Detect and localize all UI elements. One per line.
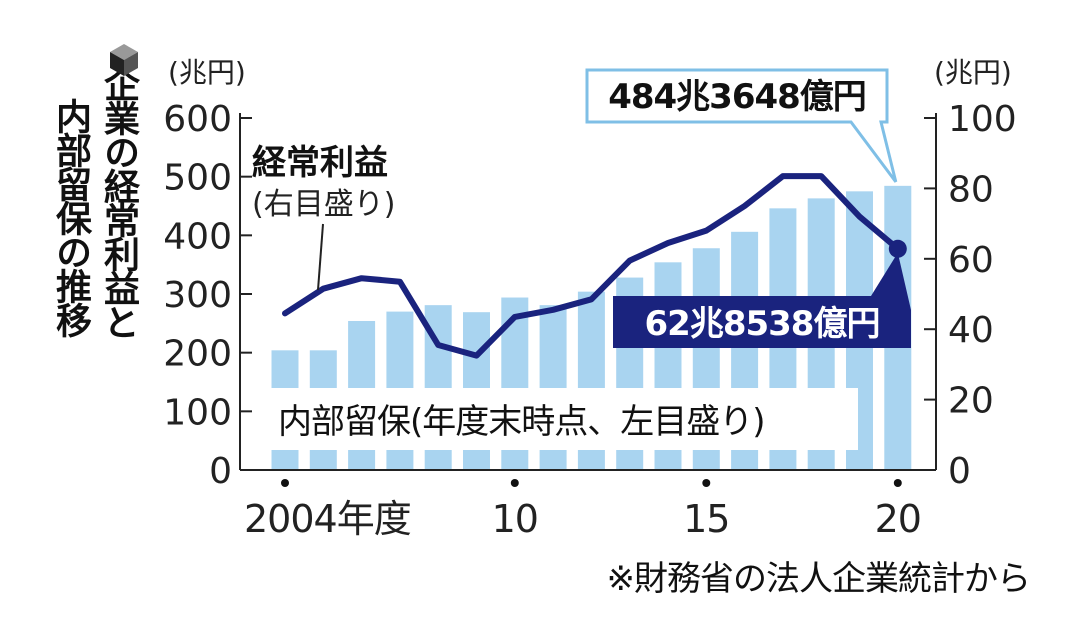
chart-title-line-2: 内部留保の推移 xyxy=(50,98,91,336)
right-tick-label-20: 20 xyxy=(948,381,994,422)
x-tick-dot-2010 xyxy=(510,479,519,487)
left-tick-label-0: 0 xyxy=(209,451,232,492)
chart-title-line-1: 企業の経常利益と xyxy=(98,66,139,338)
left-tick-label-200: 200 xyxy=(163,334,232,375)
line-profit xyxy=(282,173,901,359)
x-tick-label-2020: 20 xyxy=(875,497,921,541)
line-series-name: 経常利益 xyxy=(252,143,388,183)
line-label-pointer xyxy=(317,223,324,291)
left-tick-label-300: 300 xyxy=(163,275,232,316)
line-last-point xyxy=(888,239,907,258)
cube-icon xyxy=(110,44,138,76)
x-tick-dot-2004 xyxy=(281,479,289,487)
left-tick-label-500: 500 xyxy=(163,158,232,199)
x-tick-label-2015: 15 xyxy=(683,497,729,541)
line-annotation-text: 62兆8538億円 xyxy=(645,304,880,344)
cube-icon-right xyxy=(124,52,138,76)
line-series-axis-note: (右目盛り) xyxy=(252,187,395,222)
left-tick-label-600: 600 xyxy=(163,99,232,140)
right-axis-unit: (兆円) xyxy=(934,56,1012,89)
left-tick-label-100: 100 xyxy=(163,392,232,433)
cube-icon-left xyxy=(110,52,124,76)
right-tick-label-100: 100 xyxy=(948,99,1017,140)
right-tick-label-80: 80 xyxy=(948,169,994,210)
x-tick-label-2004: 2004年度 xyxy=(244,497,411,541)
left-tick-label-400: 400 xyxy=(163,216,232,257)
bar-annotation-text: 484兆3648億円 xyxy=(608,77,866,117)
right-tick-label-0: 0 xyxy=(948,451,971,492)
bar-series-name: 内部留保(年度末時点、左目盛り) xyxy=(278,402,765,442)
right-tick-label-40: 40 xyxy=(948,310,994,351)
right-tick-label-60: 60 xyxy=(948,240,994,281)
bar-annotation-box xyxy=(585,68,898,183)
x-tick-dot-2015 xyxy=(702,479,711,487)
x-tick-label-2010: 10 xyxy=(492,497,538,541)
line-annotation-box xyxy=(613,252,911,348)
bar-legend-bg xyxy=(268,388,858,450)
source-note: ※財務省の法人企業統計から xyxy=(607,559,1031,599)
left-axis-unit: (兆円) xyxy=(168,56,246,89)
x-tick-dot-2020 xyxy=(893,479,902,487)
